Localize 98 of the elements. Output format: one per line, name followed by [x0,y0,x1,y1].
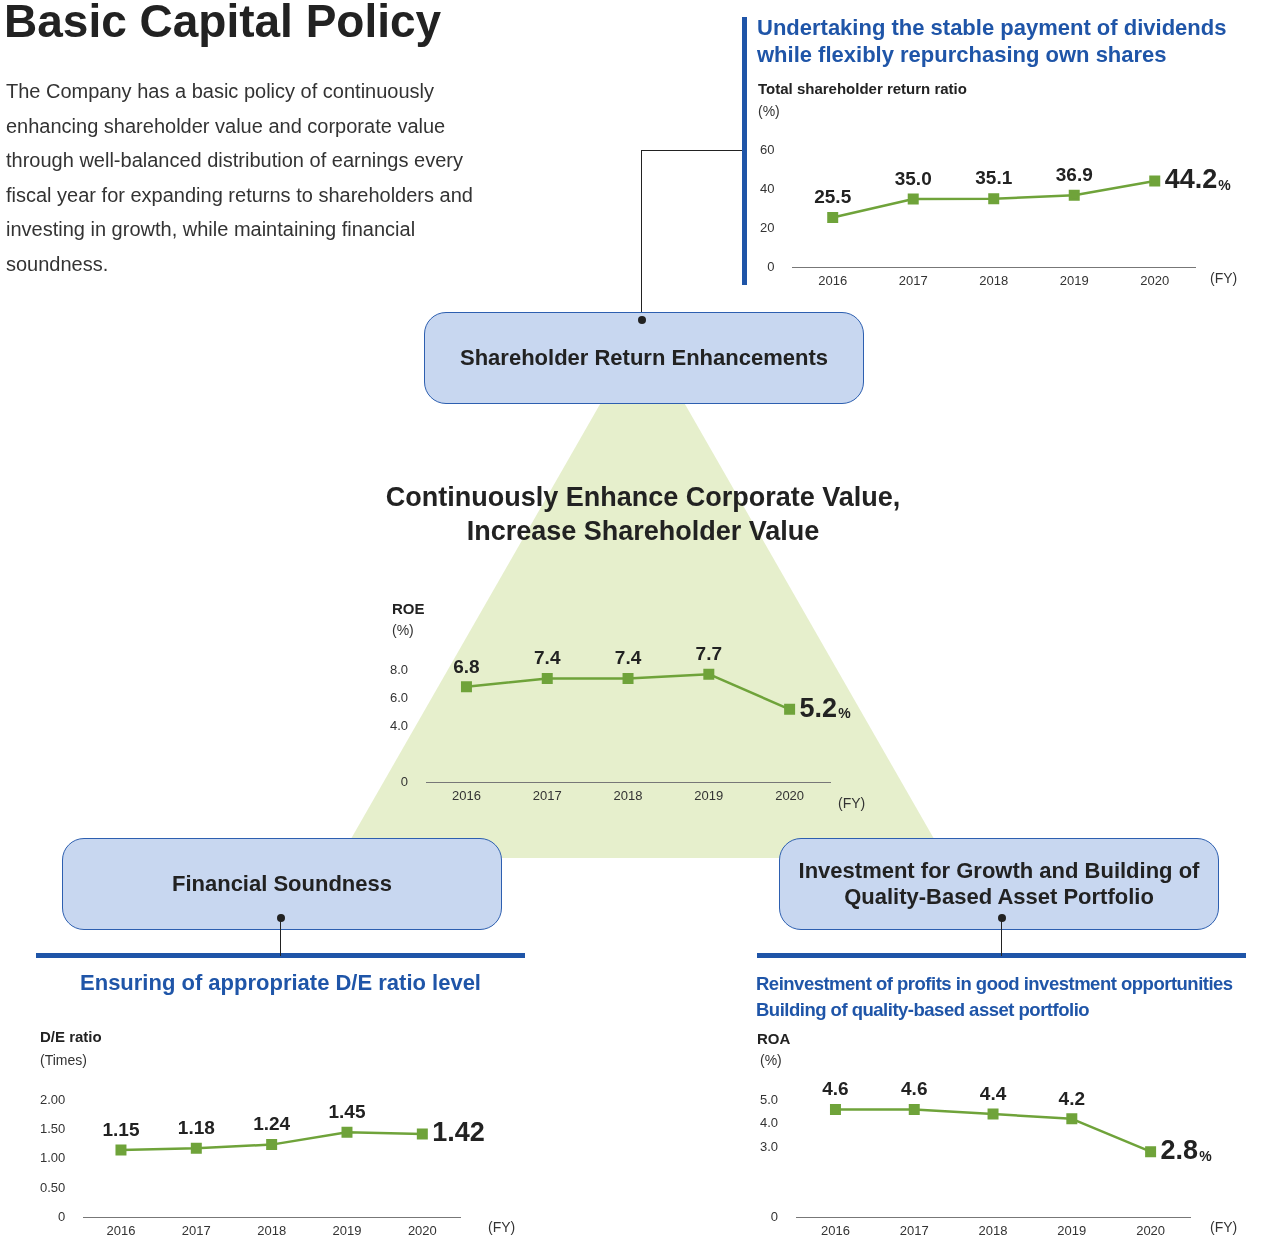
x-tick-label: 2020 [775,787,805,803]
x-tick-label: 2016 [452,787,481,803]
y-tick-label: 0 [58,1208,66,1224]
point [908,1103,920,1115]
point [190,1142,202,1154]
y-tick-label: 8.0 [389,661,409,677]
data-label: 4.4 [979,1082,1007,1104]
data-label: 1.24 [253,1113,291,1135]
point [827,212,839,223]
data-label: 1.15 [102,1118,140,1140]
x-axis-title: (FY) [1210,270,1238,286]
point [1149,175,1161,187]
x-tick-label: 2017 [898,272,928,288]
point [341,1126,353,1138]
x-tick-label: 2016 [106,1222,136,1238]
chart-subtitle: D/E ratio [40,1028,102,1045]
data-label: 4.6 [901,1078,928,1100]
chart-title: Ensuring of appropriate D/E ratio level [79,970,482,996]
x-tick-label: 2019 [332,1222,362,1238]
x-axis-title: (FY) [1210,1219,1238,1235]
point [988,193,1000,205]
data-label: 7.4 [534,647,561,669]
point [987,1108,999,1120]
point [829,1103,841,1115]
y-tick-label: 1.00 [39,1150,66,1166]
x-tick-label: 2017 [181,1222,211,1238]
x-axis-title: (FY) [488,1219,516,1235]
x-tick-label: 2018 [978,1222,1008,1238]
x-tick-label: 2020 [1140,272,1170,288]
data-label: 5.2% [799,692,852,723]
data-label: 1.18 [177,1116,215,1138]
chart-title: Reinvestment of profits in good investment opportunities Building of quality-based asset portfolio [756,972,1234,1022]
data-label: 6.8 [453,655,480,677]
data-label: 36.9 [1055,163,1093,185]
data-label: 2.8% [1160,1135,1213,1166]
y-tick-label: 2.00 [39,1091,66,1107]
chart-subtitle: ROA [757,1030,791,1047]
text: Investment for Growth and Building of Quality-Based Asset Portfolio [779,838,1219,930]
data-label: 1.45 [328,1101,366,1123]
x-tick-label: 2016 [818,272,848,288]
text: Shareholder Return Enhancements [424,312,864,404]
x-tick-label: 2020 [407,1222,437,1238]
x-tick-label: 2019 [1057,1222,1087,1238]
x-tick-label: 2019 [1059,272,1089,288]
y-axis-title: (Times) [40,1052,87,1068]
point [1145,1146,1157,1158]
x-tick-label: 2020 [1136,1222,1166,1238]
x-tick-label: 2018 [979,272,1009,288]
point [907,193,919,205]
data-label: 4.6 [822,1078,849,1100]
y-axis-title: (%) [760,1052,782,1068]
chart-subtitle: Total shareholder return ratio [758,80,967,97]
point [460,681,472,693]
chart-title: ROE [392,600,425,617]
y-tick-label: 3.0 [759,1138,779,1154]
point [416,1128,428,1140]
point [703,668,715,680]
text: Basic Capital Policy [4,0,442,48]
data-label: 4.2 [1058,1087,1086,1109]
x-tick-label: 2017 [899,1222,929,1238]
y-tick-label: 5.0 [759,1091,779,1107]
y-tick-label: 0 [400,773,409,789]
data-label: 7.4 [614,647,642,669]
data-label: 35.1 [975,167,1013,189]
y-tick-label: 40 [759,180,775,196]
point [266,1139,278,1151]
point [1068,189,1080,201]
y-axis-title: (%) [758,103,780,119]
x-tick-label: 2017 [532,787,562,803]
y-tick-label: 1.50 [39,1120,66,1136]
text: The Company has a basic policy of continuously enhancing shareholder value and corporate value through well-balanced distribution of earnings every fiscal year for expanding returns to shareholders and investing in growth, while maintaining financial soundness. [6,79,474,277]
point [784,703,796,715]
y-axis-title: (%) [392,622,414,638]
text: Financial Soundness [62,838,502,930]
text: Continuously Enhance Corporate Value, Increase Shareholder Value [384,481,902,548]
point [541,672,553,684]
y-tick-label: 0 [767,258,775,274]
point [622,672,634,684]
y-tick-label: 20 [759,219,775,235]
y-tick-label: 0 [770,1208,779,1224]
data-label: 1.42 [432,1117,485,1148]
y-tick-label: 4.0 [389,717,409,733]
x-tick-label: 2018 [257,1222,287,1238]
chart-title: Undertaking the stable payment of dividends while flexibly repurchasing own shares [757,14,1228,68]
y-tick-label: 6.0 [389,689,409,705]
data-label: 25.5 [814,186,852,208]
data-label: 7.7 [695,642,723,664]
point [115,1144,127,1156]
x-tick-label: 2016 [821,1222,850,1238]
y-tick-label: 4.0 [759,1115,779,1131]
x-tick-label: 2019 [694,787,724,803]
x-tick-label: 2018 [613,787,643,803]
y-tick-label: 0.50 [39,1179,66,1195]
point [1066,1113,1078,1125]
y-tick-label: 60 [759,141,775,157]
data-label: 44.2% [1164,164,1232,195]
x-axis-title: (FY) [838,795,866,811]
data-label: 35.0 [894,167,932,189]
